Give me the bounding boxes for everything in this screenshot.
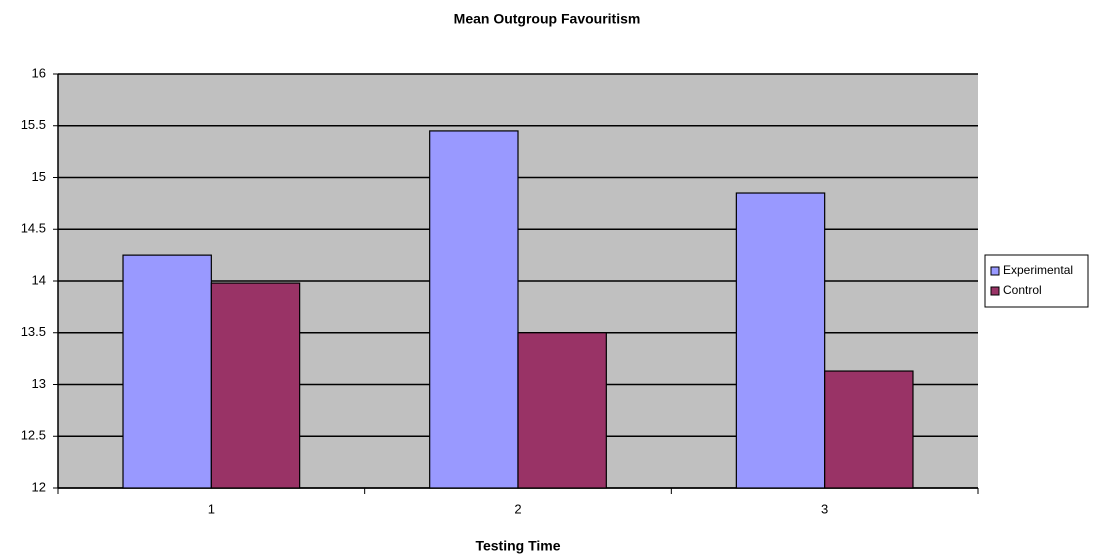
y-tick-label: 12 bbox=[32, 479, 46, 494]
legend-swatch bbox=[990, 266, 1000, 276]
y-tick-label: 16 bbox=[32, 65, 46, 80]
x-axis-title: Testing Time bbox=[475, 538, 560, 554]
legend-label: Experimental bbox=[1003, 263, 1073, 277]
y-tick-label: 14 bbox=[32, 272, 46, 287]
y-tick-label: 15.5 bbox=[21, 117, 46, 132]
y-tick-label: 13.5 bbox=[21, 324, 46, 339]
y-tick-label: 12.5 bbox=[21, 428, 46, 443]
bar bbox=[429, 130, 519, 489]
bar bbox=[735, 192, 826, 489]
x-tick-label: 3 bbox=[821, 501, 828, 516]
legend-swatch bbox=[990, 286, 1000, 296]
bar bbox=[122, 254, 212, 489]
legend-box bbox=[984, 254, 1089, 308]
x-tick-label: 2 bbox=[514, 501, 521, 516]
y-tick-label: 15 bbox=[32, 169, 46, 184]
bar bbox=[210, 282, 301, 489]
legend-label: Control bbox=[1003, 283, 1042, 297]
chart-title: Mean Outgroup Favouritism bbox=[454, 11, 641, 27]
x-tick-label: 1 bbox=[208, 501, 215, 516]
bar bbox=[824, 370, 914, 489]
y-tick-label: 14.5 bbox=[21, 221, 46, 236]
bar bbox=[517, 332, 607, 489]
y-tick-label: 13 bbox=[32, 376, 46, 391]
